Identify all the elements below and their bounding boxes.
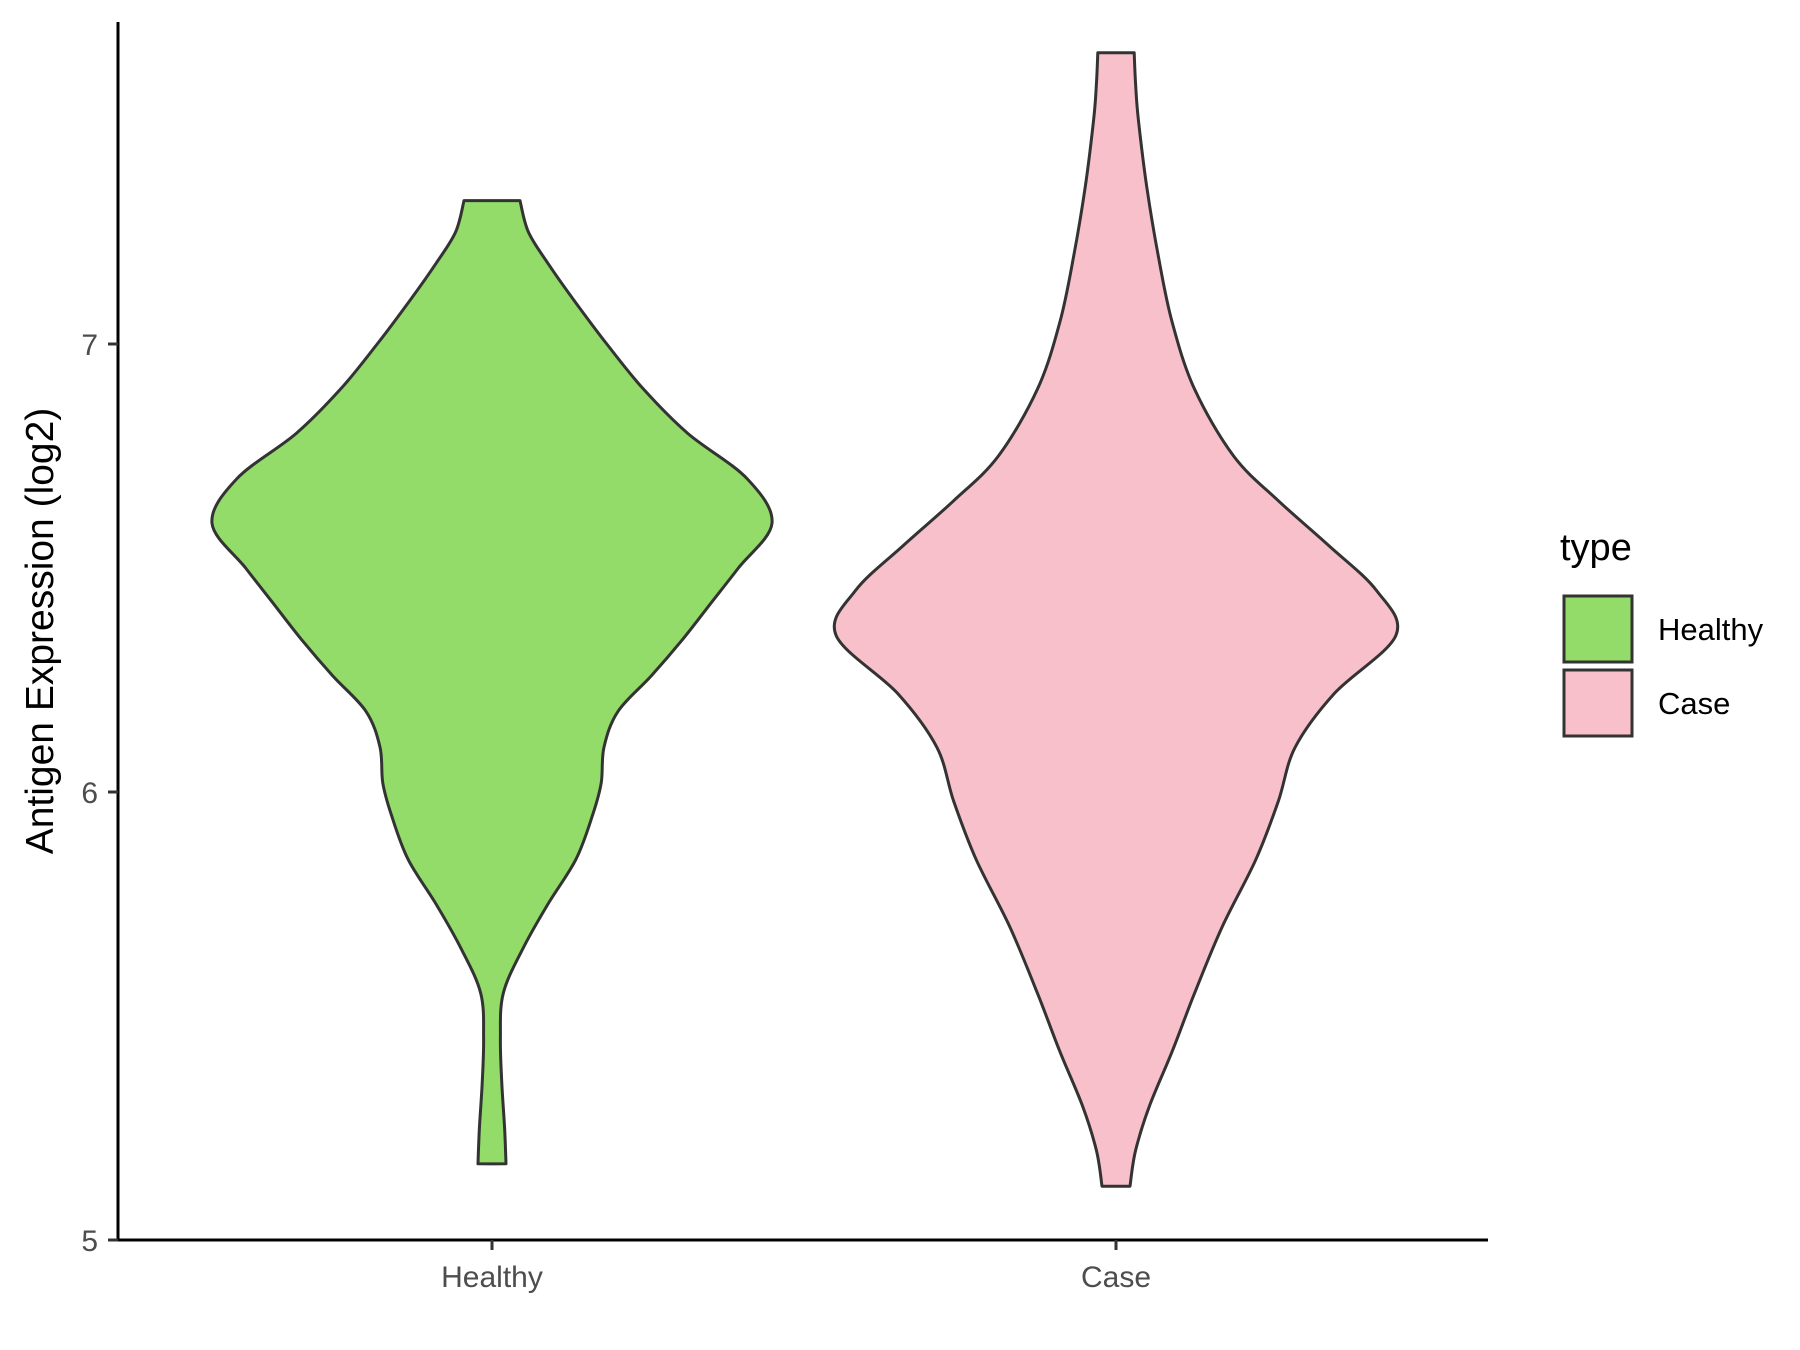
plot-area — [210, 51, 1400, 1188]
violin-case — [832, 51, 1400, 1188]
legend-key-case — [1562, 668, 1634, 738]
axes: Antigen Expression (log2) 5 6 7 Healthy Case — [19, 22, 1488, 1294]
legend-label-case: Case — [1658, 686, 1730, 721]
legend-key-healthy — [1562, 594, 1634, 664]
y-tick-label: 6 — [81, 777, 98, 810]
legend-title: type — [1560, 527, 1632, 569]
y-tick-label: 5 — [81, 1225, 98, 1258]
x-tick-label: Healthy — [441, 1261, 543, 1294]
y-tick-label: 7 — [81, 329, 98, 362]
violin-healthy — [210, 199, 774, 1166]
legend-label-healthy: Healthy — [1658, 612, 1764, 647]
x-tick-label: Case — [1081, 1261, 1151, 1294]
y-axis-title: Antigen Expression (log2) — [19, 408, 62, 855]
legend: type Healthy Case — [1560, 527, 1764, 738]
